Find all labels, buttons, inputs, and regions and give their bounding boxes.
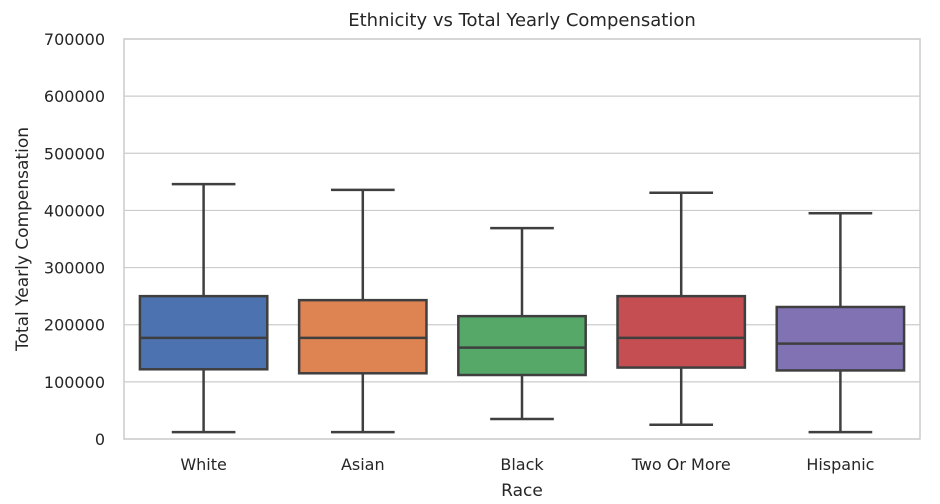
box-group	[297, 188, 428, 434]
x-tick-label: Two Or More	[631, 455, 731, 474]
x-tick-label: Asian	[341, 455, 385, 474]
box-group	[616, 191, 747, 426]
boxes	[138, 182, 906, 434]
x-axis-label: Race	[501, 481, 543, 501]
y-tick-labels: 0 100000 200000 300000 400000 500000 600000 700…	[44, 30, 105, 449]
plot-frame	[123, 38, 921, 440]
y-axis-label: Total Yearly Compensation	[13, 127, 33, 352]
y-tick-label: 600000	[44, 87, 105, 106]
x-tick-labels: White Asian Black Two Or More Hispanic	[180, 455, 874, 474]
iqr-box	[775, 305, 906, 372]
y-tick-label: 500000	[44, 144, 105, 163]
iqr-box	[457, 314, 587, 377]
iqr-box	[616, 294, 747, 369]
x-tick-label: White	[180, 455, 227, 474]
x-tick-label: Black	[500, 455, 544, 474]
y-tick-label: 200000	[44, 316, 105, 335]
box-group	[138, 182, 269, 434]
y-tick-label: 300000	[44, 259, 105, 278]
y-tick-label: 100000	[44, 373, 105, 392]
box-group	[457, 226, 587, 421]
y-tick-label: 400000	[44, 201, 105, 220]
chart-title: Ethnicity vs Total Yearly Compensation	[348, 10, 695, 31]
y-tick-label: 0	[95, 430, 105, 449]
iqr-box	[138, 294, 269, 371]
y-tick-label: 700000	[44, 30, 105, 49]
box-group	[775, 212, 906, 434]
x-tick-label: Hispanic	[806, 455, 874, 474]
